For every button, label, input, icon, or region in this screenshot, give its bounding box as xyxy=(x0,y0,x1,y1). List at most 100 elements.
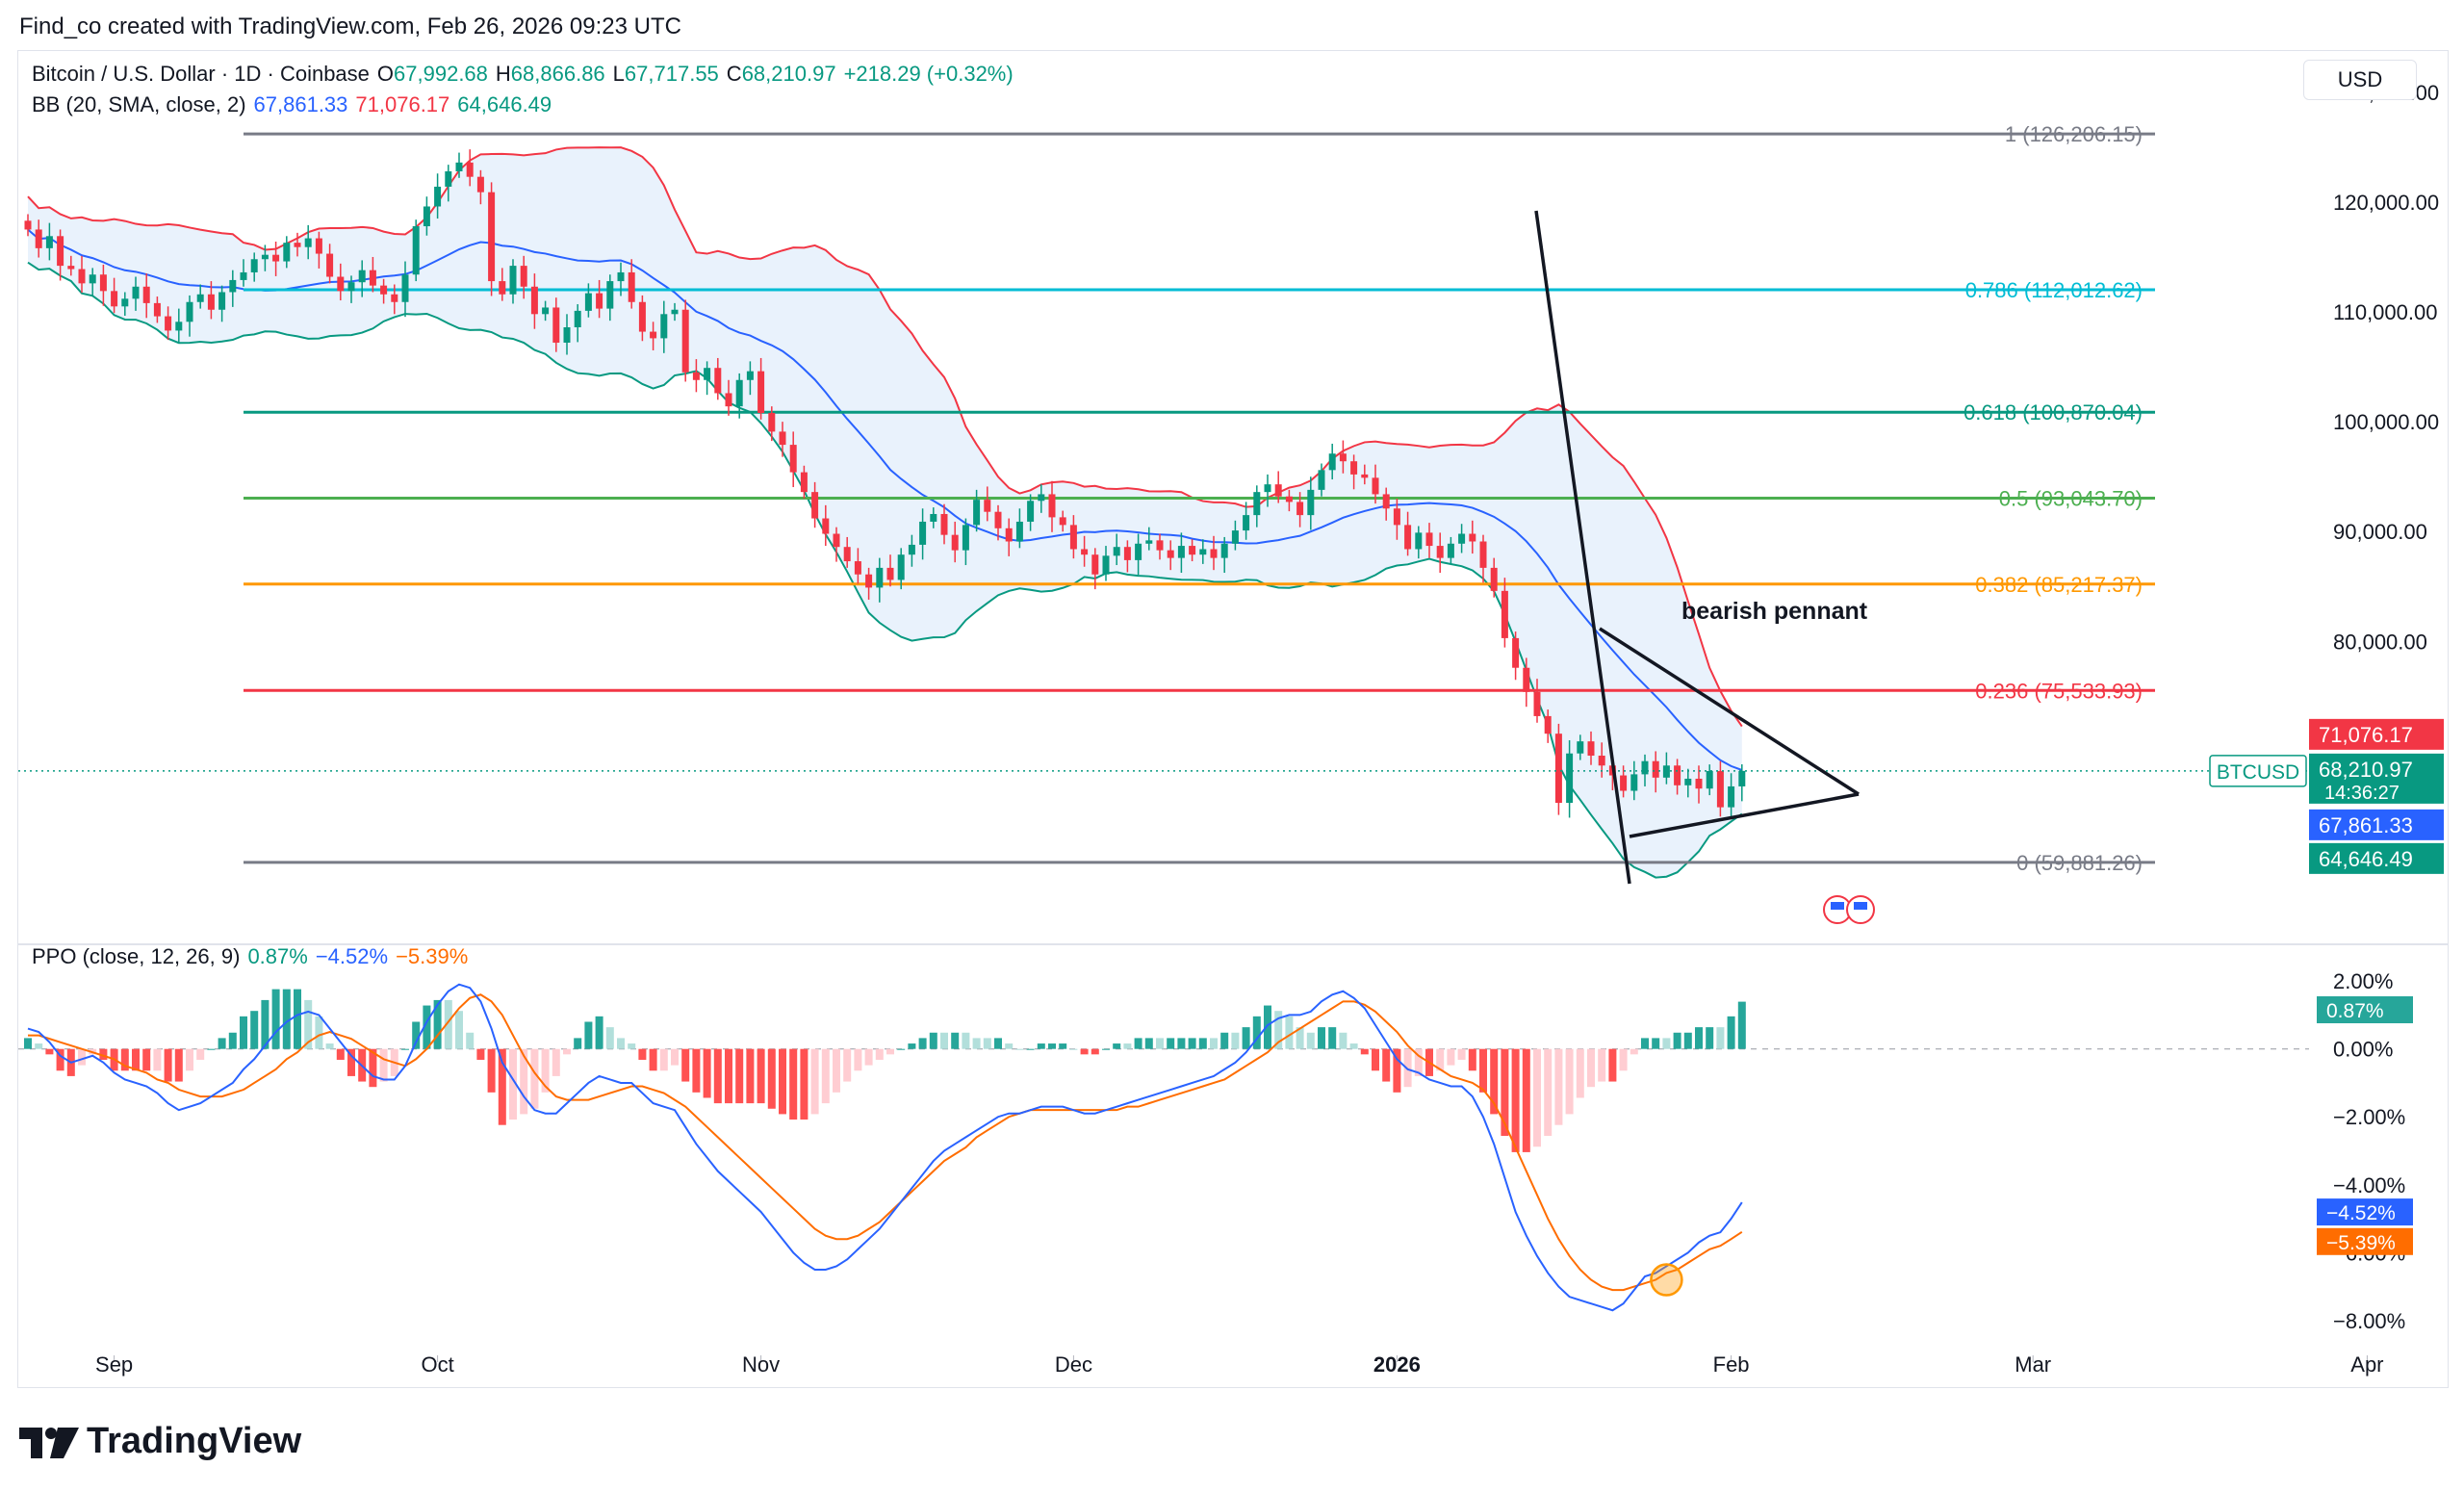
ppo-histogram-bar xyxy=(487,1048,496,1093)
bb-upper-value: 71,076.17 xyxy=(355,92,450,116)
ppo-histogram-bar xyxy=(1220,1032,1229,1049)
candle-body xyxy=(1372,477,1379,495)
candle-body xyxy=(1264,484,1271,493)
candle-body xyxy=(833,533,840,548)
ppo-histogram-bar xyxy=(843,1048,852,1082)
low-value: 67,717.55 xyxy=(624,62,719,86)
candle-body xyxy=(1393,508,1400,526)
ppo-histogram-bar xyxy=(294,989,301,1049)
symbol-title[interactable]: Bitcoin / U.S. Dollar · 1D · Coinbase xyxy=(32,62,370,86)
ppo-histogram-bar xyxy=(821,1048,830,1104)
ppo-histogram-bar xyxy=(703,1048,711,1098)
ppo-histogram-bar xyxy=(1673,1032,1681,1049)
tradingview-logo-icon xyxy=(19,1427,79,1458)
candle-body xyxy=(1598,756,1605,766)
currency-button[interactable]: USD xyxy=(2303,60,2417,100)
ppo-histogram-bar xyxy=(833,1048,840,1093)
candle-body xyxy=(563,327,571,343)
candle-body xyxy=(1361,474,1369,478)
bb-label[interactable]: BB (20, SMA, close, 2) xyxy=(32,92,246,116)
ppo-histogram-bar xyxy=(1436,1048,1445,1071)
fib-level-label: 0.382 (85,217.37) xyxy=(1975,573,2143,597)
candle-body xyxy=(45,236,53,248)
candle-body xyxy=(574,310,581,327)
pennant-upper-line[interactable] xyxy=(1599,627,1860,796)
crossover-marker[interactable] xyxy=(1650,1263,1683,1297)
ppo-histogram-bar xyxy=(1479,1048,1487,1093)
ppo-histogram-bar xyxy=(1382,1048,1391,1082)
candle-body xyxy=(1243,515,1250,531)
ppo-signal-line xyxy=(28,993,1743,1292)
pennant-pole-line[interactable] xyxy=(1534,210,1631,885)
candle-body xyxy=(67,266,75,270)
ppo-histogram-bar xyxy=(455,1011,463,1049)
candle-body xyxy=(1135,543,1142,560)
candle-body xyxy=(1458,533,1466,544)
candle-body xyxy=(466,162,474,177)
candle-body xyxy=(1577,741,1584,754)
ppo-y-tick-label: −8.00% xyxy=(2333,1309,2405,1333)
candle-body xyxy=(789,445,797,473)
y-tick-label: 80,000.00 xyxy=(2333,630,2427,654)
candle-body xyxy=(1339,453,1347,462)
candle-body xyxy=(628,271,635,302)
candle-body xyxy=(391,294,398,302)
candle-body xyxy=(196,294,204,302)
x-tick-label-mar: Mar xyxy=(2015,1352,2051,1377)
candle-body xyxy=(1469,533,1476,542)
ppo-histogram-bar xyxy=(56,1048,64,1071)
candle-body xyxy=(1544,715,1552,734)
candle-body xyxy=(304,238,312,247)
flag-canton xyxy=(1831,902,1844,910)
candle-body xyxy=(962,525,969,551)
bb-basis-tag xyxy=(2309,809,2444,840)
ppo-histogram-bar xyxy=(444,999,452,1049)
candle-body xyxy=(165,316,172,331)
pennant-annotation: bearish pennant xyxy=(1681,598,1868,625)
candle-body xyxy=(1318,470,1325,490)
ppo-histogram-bar xyxy=(1306,1032,1315,1049)
candle-body xyxy=(1177,546,1185,558)
candle-body xyxy=(584,293,592,311)
ppo-histogram-bar xyxy=(1490,1048,1499,1115)
x-tick-label-oct: Oct xyxy=(421,1352,453,1377)
ppo-histogram-bar xyxy=(972,1038,981,1049)
x-tick-label-nov: Nov xyxy=(742,1352,780,1377)
candle-body xyxy=(1501,590,1508,638)
tradingview-logo[interactable]: TradingView xyxy=(19,1421,301,1462)
candle-body xyxy=(1490,567,1498,591)
ppo-y-tick-label: −2.00% xyxy=(2333,1105,2405,1129)
ppo-histogram-bar xyxy=(563,1048,571,1055)
pennant-lower-line[interactable] xyxy=(1629,792,1860,838)
ppo-histogram-bar xyxy=(1737,1001,1746,1049)
candle-body xyxy=(1285,496,1293,502)
candle-body xyxy=(369,270,376,286)
candle-body xyxy=(1695,778,1703,789)
ppo-histogram-bar xyxy=(509,1048,517,1120)
ppo-y-tick-label: 2.00% xyxy=(2333,969,2393,993)
candle-body xyxy=(401,274,409,302)
candle-body xyxy=(347,282,355,292)
ppo-histogram-bar xyxy=(1177,1038,1186,1049)
ppo-label[interactable]: PPO (close, 12, 26, 9) xyxy=(32,944,241,968)
candle-body xyxy=(940,513,948,535)
chart-canvas[interactable]: Sep Oct Nov Dec 2026 Feb Mar Apr 80,000.00 90,000… xyxy=(18,51,2448,1387)
candle-body xyxy=(1587,741,1595,756)
ppo-histogram-bar xyxy=(864,1048,873,1066)
ppo-histogram-bar xyxy=(725,1048,732,1104)
candle-body xyxy=(207,294,215,310)
ppo-histogram-bar xyxy=(1144,1038,1153,1049)
ppo-histogram-bar xyxy=(994,1038,1002,1049)
candle-body xyxy=(1415,532,1423,550)
chart-frame[interactable]: Sep Oct Nov Dec 2026 Feb Mar Apr 80,000.00 90,000… xyxy=(17,50,2449,1388)
ppo-histogram-bar xyxy=(45,1048,54,1055)
countdown-label: 14:36:27 xyxy=(2324,783,2400,804)
ppo-signal-tag-label: −5.39% xyxy=(2326,1232,2396,1254)
candle-body xyxy=(1630,774,1638,791)
ppo-histogram-bar xyxy=(315,1016,323,1049)
candle-body xyxy=(337,276,345,292)
candle-body xyxy=(1404,525,1412,550)
ppo-histogram-bar xyxy=(1274,1011,1283,1049)
ppo-histogram-bar xyxy=(1554,1048,1563,1125)
ppo-histogram-bar xyxy=(401,1048,409,1050)
